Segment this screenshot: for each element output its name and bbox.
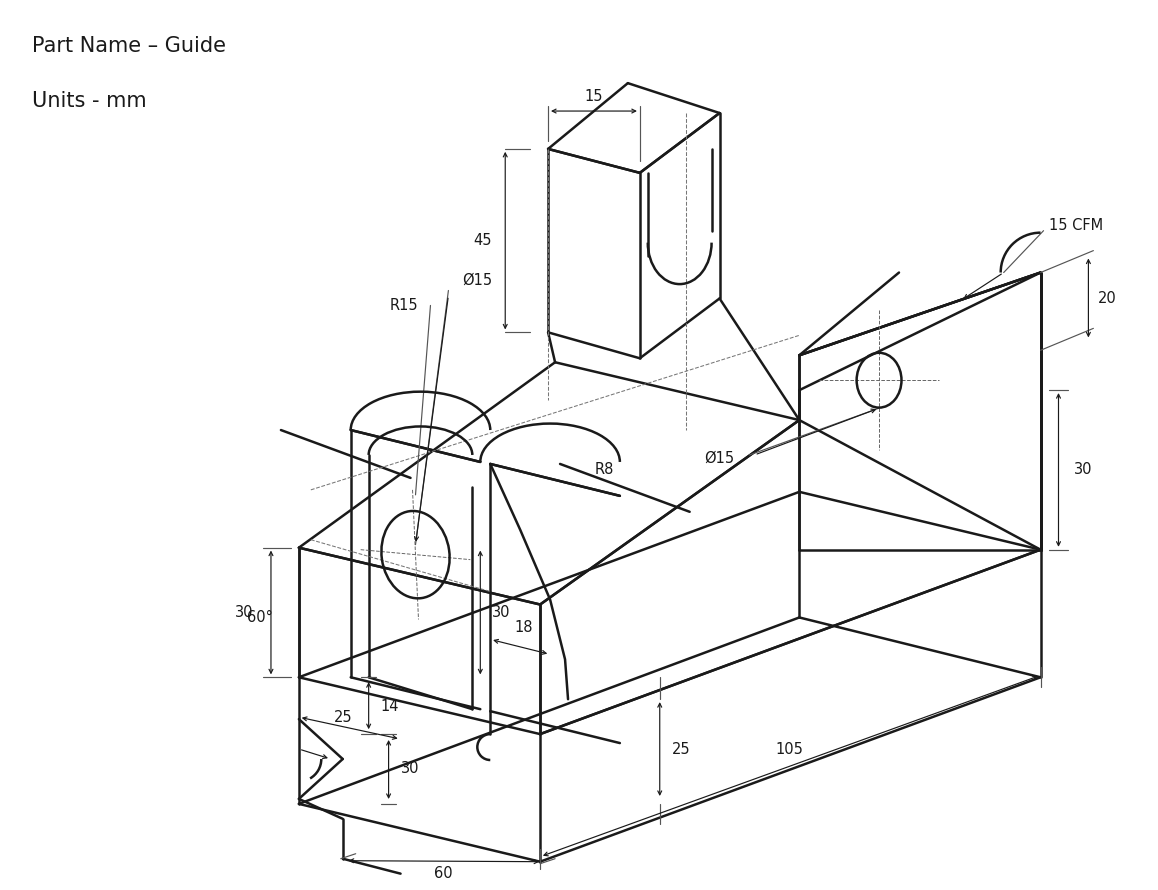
Text: 60: 60 (434, 866, 453, 881)
Text: Units - mm: Units - mm (31, 91, 146, 111)
Text: 25: 25 (334, 709, 352, 724)
Text: 30: 30 (235, 605, 252, 620)
Text: 14: 14 (381, 699, 400, 714)
Text: Part Name – Guide: Part Name – Guide (31, 36, 226, 56)
Text: 20: 20 (1099, 291, 1117, 306)
Text: 105: 105 (776, 741, 804, 756)
Text: Ø15: Ø15 (462, 273, 492, 288)
Text: 15: 15 (585, 89, 603, 103)
Text: 15 CFM: 15 CFM (1048, 218, 1102, 233)
Text: Ø15: Ø15 (704, 450, 734, 465)
Text: 30: 30 (401, 762, 419, 776)
Text: 18: 18 (515, 620, 534, 635)
Text: 45: 45 (474, 233, 492, 248)
Text: 30: 30 (1073, 463, 1092, 477)
Text: 30: 30 (492, 605, 511, 620)
Text: R8: R8 (595, 463, 615, 477)
Text: R15: R15 (390, 298, 418, 313)
Text: 60°: 60° (247, 610, 273, 625)
Text: 25: 25 (672, 741, 690, 756)
